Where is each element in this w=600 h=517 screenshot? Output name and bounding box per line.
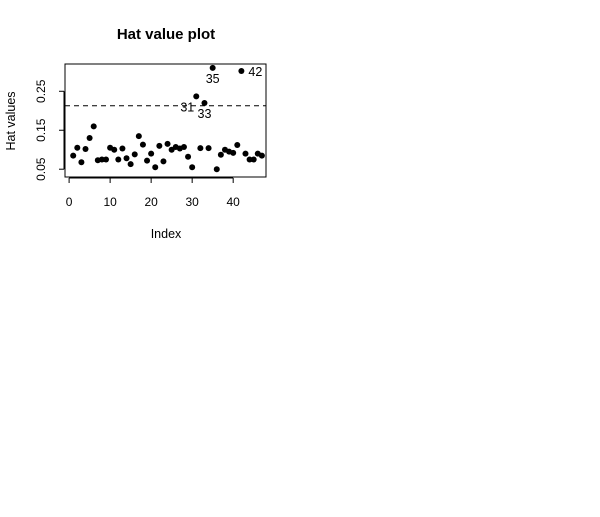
data-point: [144, 157, 151, 164]
x-axis: 0 10 20 30 40: [66, 177, 241, 209]
data-point: [209, 64, 216, 71]
point-label: 35: [206, 72, 220, 86]
data-point: [250, 156, 257, 163]
y-axis: 0.05 0.15 0.25: [34, 79, 65, 181]
point-labels: 31 33 35 42: [180, 65, 262, 121]
data-point: [160, 158, 167, 165]
data-point: [139, 141, 146, 148]
x-tick-label: 20: [144, 195, 158, 209]
data-point: [123, 155, 130, 162]
data-point: [131, 151, 138, 158]
data-point: [164, 140, 171, 147]
data-point: [238, 68, 245, 75]
data-point: [119, 145, 126, 152]
data-point: [189, 164, 196, 171]
data-point: [185, 153, 192, 160]
data-point: [148, 150, 155, 157]
data-point: [90, 123, 97, 130]
y-tick-label: 0.05: [34, 157, 48, 181]
data-point: [205, 145, 212, 152]
point-label: 33: [198, 107, 212, 121]
data-point: [180, 143, 187, 150]
y-axis-label: Hat values: [4, 91, 18, 150]
point-label: 31: [180, 100, 194, 114]
x-tick-label: 10: [103, 195, 117, 209]
x-tick-label: 40: [227, 195, 241, 209]
data-point: [86, 135, 93, 142]
data-point: [70, 152, 77, 159]
data-point: [197, 145, 204, 152]
data-point: [156, 142, 163, 149]
data-point: [258, 152, 265, 159]
reference-lines: [65, 63, 266, 107]
data-point: [103, 156, 110, 163]
data-point: [234, 142, 241, 149]
x-axis-label: Index: [151, 227, 182, 241]
chart-title: Hat value plot: [117, 26, 215, 43]
data-point: [152, 164, 159, 171]
data-point: [213, 166, 220, 173]
x-tick-label: 30: [185, 195, 199, 209]
data-point: [74, 144, 81, 151]
data-point: [111, 146, 118, 153]
data-point: [78, 159, 85, 166]
data-point: [242, 150, 249, 157]
y-tick-label: 0.25: [34, 79, 48, 103]
data-point: [115, 156, 122, 163]
x-tick-label: 0: [66, 195, 73, 209]
data-point: [98, 156, 105, 163]
data-point: [127, 161, 134, 168]
data-point: [246, 156, 253, 163]
data-point: [193, 93, 200, 100]
y-tick-label: 0.15: [34, 118, 48, 142]
data-point: [217, 151, 224, 158]
data-point: [201, 99, 208, 106]
data-point: [135, 133, 142, 140]
data-point: [82, 145, 89, 152]
data-points: [70, 64, 265, 173]
point-label: 42: [248, 65, 262, 79]
data-point: [230, 149, 237, 156]
